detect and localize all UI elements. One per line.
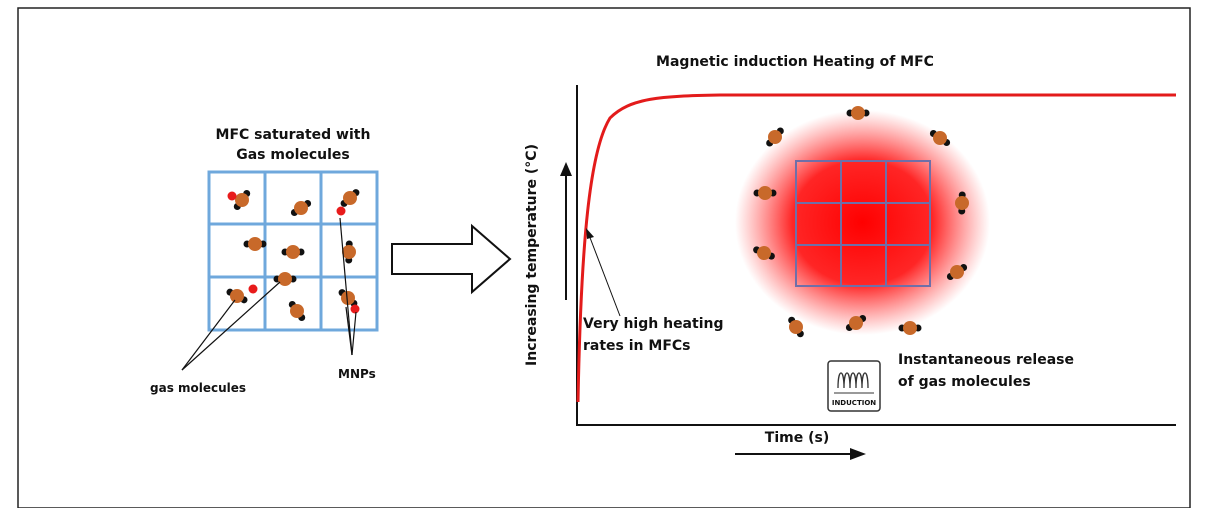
atom: [950, 265, 964, 279]
atom: [342, 245, 356, 259]
heated-grid: [795, 160, 931, 287]
molecule: [753, 186, 777, 200]
atom: [341, 291, 355, 305]
pointer-lines: [181, 217, 357, 371]
temperature-curve: [576, 93, 1176, 403]
molecule: [845, 314, 867, 332]
frame: [17, 7, 1191, 508]
molecule: [929, 129, 951, 147]
time-arrow-head: [850, 448, 866, 460]
gas-label: gas molecules: [150, 381, 246, 395]
molecule: [753, 246, 775, 260]
atom: [235, 193, 249, 207]
atom: [230, 289, 244, 303]
molecule: [281, 245, 305, 259]
molecule: [338, 289, 358, 307]
right-title: Magnetic induction Heating of MFC: [656, 54, 934, 70]
atom: [290, 304, 304, 318]
molecule: [273, 272, 297, 286]
mnp-label: MNPs: [338, 367, 376, 381]
atom: [294, 201, 308, 215]
released-molecules: [753, 106, 969, 338]
molecule: [898, 321, 922, 335]
molecule: [226, 288, 248, 304]
note-pointer-head: [586, 228, 594, 239]
molecule: [340, 189, 360, 207]
y-label: Increasing temperature (°C): [524, 144, 540, 366]
note-pointer: [588, 234, 621, 317]
molecule: [766, 127, 784, 147]
atom: [343, 191, 357, 205]
molecule: [846, 106, 870, 120]
atom: [789, 320, 803, 334]
atom: [278, 272, 292, 286]
atom: [933, 131, 947, 145]
left-title: MFC saturated with Gas molecules: [216, 127, 371, 163]
atom: [248, 284, 258, 294]
atom: [851, 106, 865, 120]
molecule: [288, 301, 306, 321]
x-label: Time (s): [765, 430, 829, 446]
atom: [903, 321, 917, 335]
molecule: [788, 316, 804, 338]
atom: [955, 196, 969, 210]
heat-glow: [735, 110, 990, 335]
molecule: [342, 240, 356, 264]
molecule: [955, 191, 969, 215]
molecule: [290, 199, 312, 217]
release-note: Instantaneous release of gas molecules: [898, 352, 1074, 390]
molecule: [243, 237, 267, 251]
molecule: [946, 263, 968, 281]
induction-label: INDUCTION: [832, 399, 876, 407]
atom: [286, 245, 300, 259]
molecules: [226, 189, 360, 321]
up-arrow-head: [560, 162, 572, 176]
atom: [758, 186, 772, 200]
atom: [227, 191, 237, 201]
induction-icon: INDUCTION: [827, 360, 881, 412]
atom: [350, 304, 360, 314]
mfc-grid: [207, 170, 379, 332]
atom: [757, 246, 771, 260]
big-arrow: [391, 223, 512, 295]
atom: [336, 206, 346, 216]
heating-note: Very high heating rates in MFCs: [583, 316, 724, 354]
atom: [849, 316, 863, 330]
atom: [248, 237, 262, 251]
molecule: [233, 190, 251, 210]
atom: [768, 130, 782, 144]
